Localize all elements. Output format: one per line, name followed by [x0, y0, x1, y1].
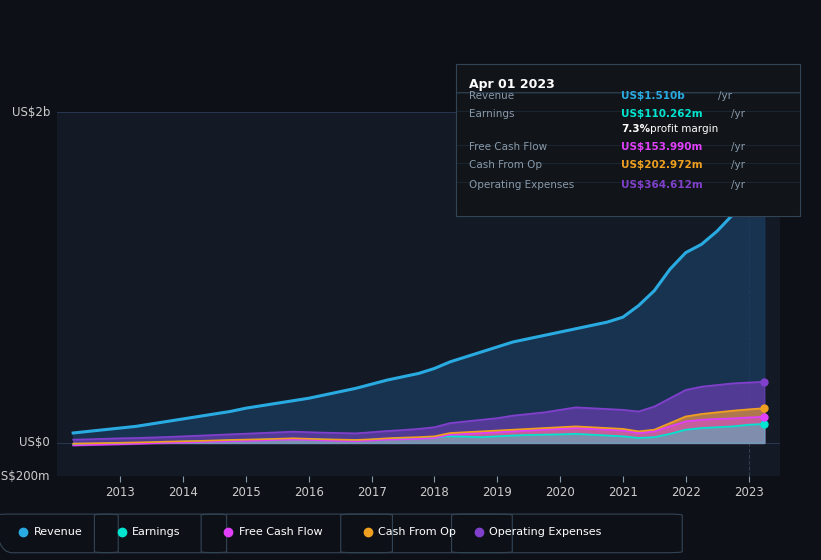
Text: Apr 01 2023: Apr 01 2023: [470, 78, 555, 91]
Text: profit margin: profit margin: [650, 124, 718, 134]
Text: /yr: /yr: [731, 142, 745, 152]
Text: Earnings: Earnings: [132, 527, 181, 537]
Text: 7.3%: 7.3%: [621, 124, 650, 134]
Text: Free Cash Flow: Free Cash Flow: [239, 527, 323, 537]
Text: US$153.990m: US$153.990m: [621, 142, 703, 152]
Text: /yr: /yr: [718, 91, 732, 101]
Text: /yr: /yr: [731, 160, 745, 170]
Text: /yr: /yr: [731, 180, 745, 190]
Text: Earnings: Earnings: [470, 109, 515, 119]
Text: -US$200m: -US$200m: [0, 469, 50, 483]
Text: Operating Expenses: Operating Expenses: [489, 527, 602, 537]
Text: Cash From Op: Cash From Op: [378, 527, 456, 537]
Text: US$0: US$0: [20, 436, 50, 450]
Text: US$2b: US$2b: [11, 105, 50, 119]
Text: US$364.612m: US$364.612m: [621, 180, 703, 190]
Text: Cash From Op: Cash From Op: [470, 160, 543, 170]
Text: US$202.972m: US$202.972m: [621, 160, 703, 170]
Text: US$110.262m: US$110.262m: [621, 109, 703, 119]
Text: Revenue: Revenue: [34, 527, 82, 537]
Text: Operating Expenses: Operating Expenses: [470, 180, 575, 190]
Text: /yr: /yr: [731, 109, 745, 119]
Text: US$1.510b: US$1.510b: [621, 91, 685, 101]
Text: Free Cash Flow: Free Cash Flow: [470, 142, 548, 152]
Text: Revenue: Revenue: [470, 91, 515, 101]
